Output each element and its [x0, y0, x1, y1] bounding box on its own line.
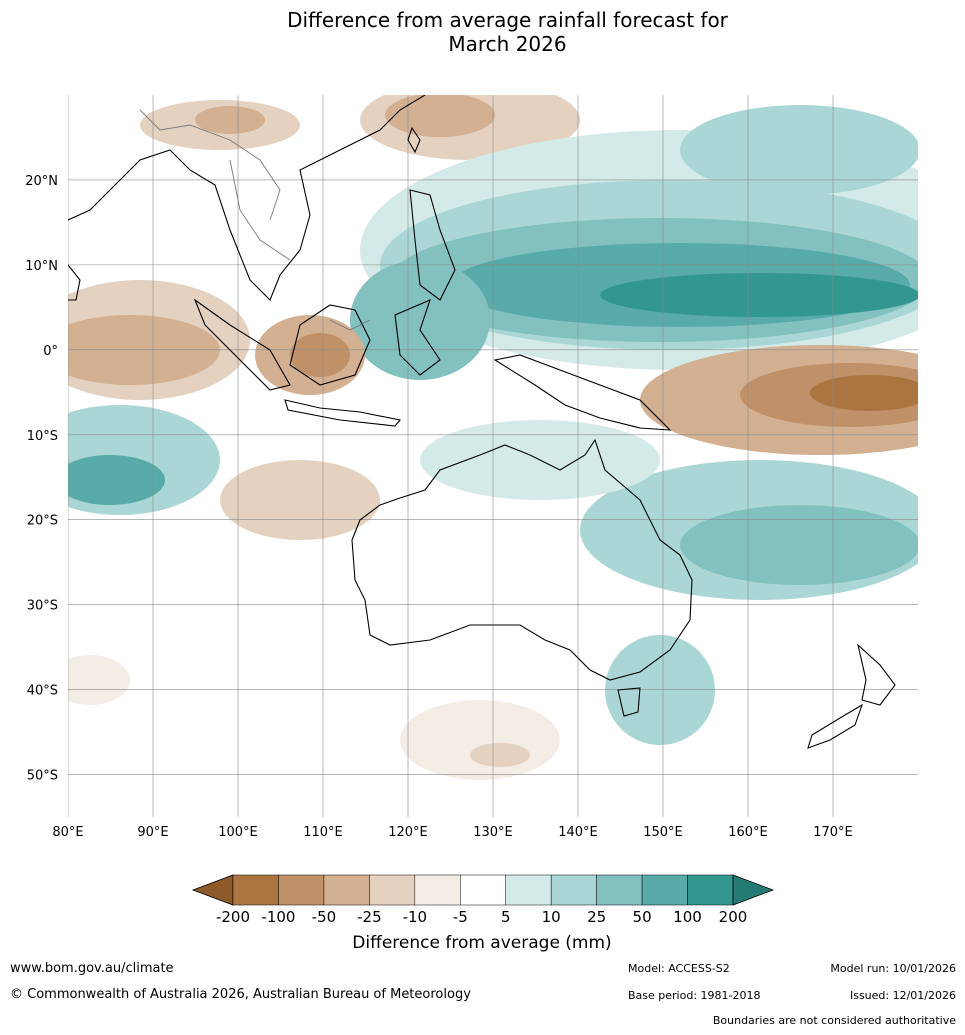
colorbar-tick-label: -10: [403, 908, 428, 926]
coastline-java: [284, 399, 402, 427]
footer-model-run: Model run: 10/01/2026: [830, 962, 956, 975]
lon-tick-label: 140°E: [558, 825, 598, 840]
colorbar-tick-label: -5: [453, 908, 468, 926]
longitude-labels: 80°E 90°E 100°E 110°E 120°E 130°E 140°E 150°E 16…: [52, 825, 852, 840]
footer-copyright: © Commonwealth of Australia 2026, Austra…: [10, 987, 471, 1002]
lon-tick-label: 100°E: [218, 825, 258, 840]
coastline-philippines: [409, 189, 456, 301]
lat-tick-label: 10°S: [27, 429, 58, 444]
title-line-2: March 2026: [448, 32, 567, 56]
lat-tick-label: 20°S: [27, 514, 58, 529]
coastline-borneo: [289, 304, 371, 386]
footer-base-period: Base period: 1981-2018: [628, 989, 761, 1002]
coastline-australia: [351, 438, 693, 681]
lat-tick-label: 40°S: [27, 684, 58, 699]
colorbar-tick-label: 10: [542, 908, 561, 926]
colorbar-tick-label: 200: [719, 908, 748, 926]
lon-tick-label: 160°E: [728, 825, 768, 840]
colorbar-bin: [232, 874, 279, 906]
coastlines: [68, 95, 896, 749]
country-borders: [139, 109, 371, 331]
anomaly-dry-region: [195, 106, 265, 134]
anomaly-wet-region: [605, 635, 715, 745]
lon-tick-label: 120°E: [388, 825, 428, 840]
anomaly-dry-region: [290, 333, 350, 377]
anomaly-dry-region: [400, 700, 560, 780]
coastline-sri-lanka: [68, 264, 81, 301]
anomaly-dry-region: [385, 95, 495, 137]
lat-tick-label: 0°: [43, 344, 58, 359]
lon-tick-label: 90°E: [137, 825, 168, 840]
anomaly-wet-region: [600, 273, 918, 317]
lat-tick-label: 50°S: [27, 769, 58, 784]
lon-tick-label: 80°E: [52, 825, 83, 840]
coastline-sulawesi: [394, 299, 441, 376]
colorbar-tick-label: 100: [673, 908, 702, 926]
colorbar: -200 -100 -50 -25 -10 -5 5 10 25 50 100 200: [191, 874, 775, 926]
lat-tick-label: 30°S: [27, 599, 58, 614]
footer-website[interactable]: www.bom.gov.au/climate: [10, 961, 174, 976]
colorbar-bin: [369, 874, 416, 906]
lon-tick-label: 130°E: [473, 825, 513, 840]
colorbar-tick-label: -25: [357, 908, 382, 926]
colorbar-tick-label: -50: [312, 908, 337, 926]
anomaly-dry-region: [470, 743, 530, 767]
coastline-new-guinea: [493, 354, 672, 431]
colorbar-bin: [596, 874, 643, 906]
colorbar-bin: [460, 874, 506, 906]
anomaly-wet-region: [350, 260, 490, 380]
colorbar-bin: [550, 874, 597, 906]
colorbar-title: Difference from average (mm): [352, 933, 611, 953]
title-line-1: Difference from average rainfall forecas…: [287, 8, 728, 32]
colorbar-tick-label: -200: [216, 908, 250, 926]
coastline-new-zealand-south: [807, 703, 864, 749]
lat-tick-label: 20°N: [25, 174, 58, 189]
anomaly-dry-region: [220, 460, 380, 540]
lon-tick-label: 110°E: [303, 825, 343, 840]
colorbar-tick-label: 25: [587, 908, 606, 926]
latitude-labels: 20°N 10°N 0° 10°S 20°S 30°S 40°S 50°S: [25, 174, 58, 784]
coastline-sumatra: [193, 298, 291, 391]
coastline-tasmania: [617, 687, 641, 717]
lon-tick-label: 170°E: [813, 825, 853, 840]
colorbar-bin: [641, 874, 688, 906]
chart-title: Difference from average rainfall forecas…: [0, 8, 965, 56]
anomaly-wet-region: [680, 505, 918, 585]
colorbar-bin: [687, 874, 734, 906]
colorbar-tick-label: -100: [261, 908, 295, 926]
footer-model: Model: ACCESS-S2: [628, 962, 730, 975]
colorbar-bin: [505, 874, 552, 906]
colorbar-bin: [278, 874, 325, 906]
footer-disclaimer: Boundaries are not considered authoritat…: [712, 1014, 956, 1027]
graticule: [68, 95, 918, 817]
anomaly-wet-region: [68, 455, 165, 505]
map-panel: [68, 95, 918, 817]
lon-tick-label: 150°E: [643, 825, 683, 840]
colorbar-bin: [323, 874, 370, 906]
colorbar-tick-label: 50: [633, 908, 652, 926]
colorbar-bin: [414, 874, 461, 906]
lat-tick-label: 10°N: [25, 259, 58, 274]
anomaly-wet-region: [680, 105, 918, 195]
coastline-asia: [68, 95, 426, 301]
colorbar-extend-high: [732, 874, 775, 906]
coastline-new-zealand-north: [857, 643, 896, 706]
anomaly-dry-region: [68, 655, 130, 705]
coastline-taiwan: [407, 126, 421, 154]
footer-issued: Issued: 12/01/2026: [849, 989, 956, 1002]
anomaly-dry-region: [810, 375, 918, 411]
colorbar-tick-label: 5: [501, 908, 511, 926]
colorbar-extend-low: [191, 874, 234, 906]
